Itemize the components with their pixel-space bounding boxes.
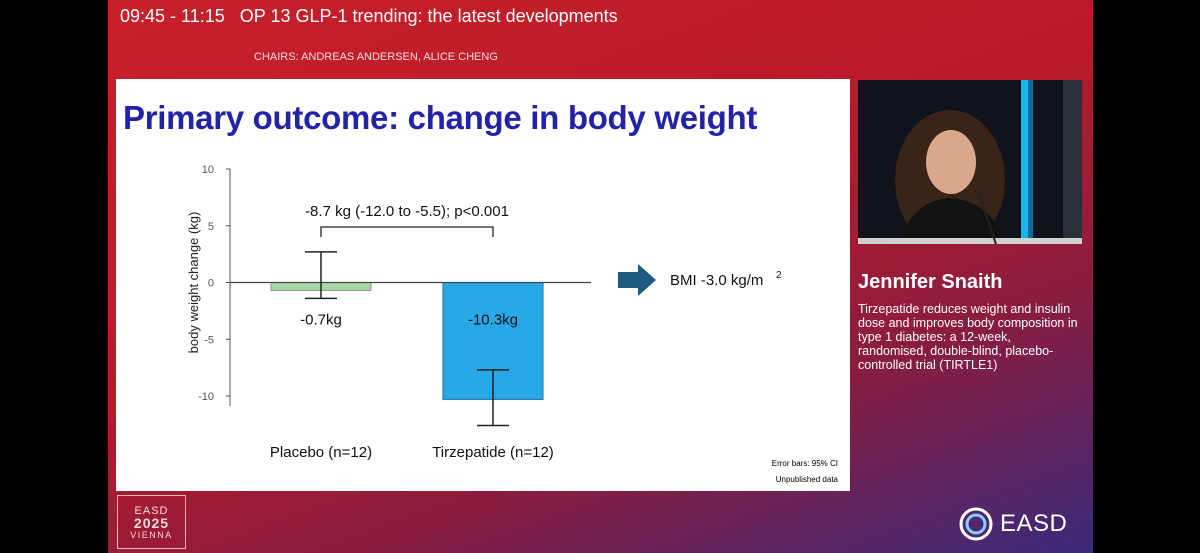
logo-left-top: EASD	[134, 505, 169, 517]
y-tick-label: -5	[204, 334, 214, 346]
easd-2025-vienna-logo: EASD 2025 VIENNA	[117, 495, 186, 549]
speaker-video	[858, 80, 1082, 244]
footnote-error-bars: Error bars: 95% CI	[771, 459, 838, 468]
bmi-unit-superscript: 2	[776, 270, 782, 281]
bmi-change-label: BMI -3.0 kg/m	[670, 272, 763, 289]
logo-left-year: 2025	[133, 515, 170, 531]
right-arrow-icon	[618, 264, 656, 296]
y-tick-label: 0	[208, 278, 214, 290]
value-label-tirzepatide: -10.3kg	[468, 312, 518, 329]
y-tick-label: -10	[198, 391, 214, 403]
y-tick-label: 5	[208, 221, 214, 233]
y-axis-label: body weight change (kg)	[186, 212, 201, 354]
session-time: 09:45 - 11:15	[120, 6, 225, 26]
category-label-tirzepatide: Tirzepatide (n=12)	[432, 444, 554, 461]
logo-left-city: VIENNA	[130, 530, 173, 540]
value-label-placebo: -0.7kg	[300, 312, 342, 329]
presentation-stage: 09:45 - 11:15 OP 13 GLP-1 trending: the …	[108, 0, 1093, 553]
bar-chart: 10 5 0 -5 -10 body weight change (kg) -0.7kg -1…	[186, 164, 782, 461]
easd-ring-icon	[959, 507, 993, 541]
session-name: OP 13 GLP-1 trending: the latest develop…	[239, 6, 618, 26]
speaker-name: Jennifer Snaith	[858, 271, 1003, 293]
slide: Primary outcome: change in body weight 1…	[116, 79, 850, 491]
y-tick-label: 10	[202, 164, 214, 176]
speaker-video-image	[858, 80, 1082, 244]
slide-title: Primary outcome: change in body weight	[123, 99, 758, 136]
talk-title: Tirzepatide reduces weight and insulin d…	[858, 302, 1078, 372]
comparison-label: -8.7 kg (-12.0 to -5.5); p<0.001	[305, 203, 509, 220]
footnote-unpublished: Unpublished data	[775, 475, 838, 484]
session-chairs: CHAIRS: ANDREAS ANDERSEN, ALICE CHENG	[254, 51, 498, 63]
easd-logo-text: EASD	[1000, 510, 1068, 537]
session-title: 09:45 - 11:15 OP 13 GLP-1 trending: the …	[120, 6, 618, 27]
comparison-bracket	[320, 226, 494, 237]
easd-logo: EASD	[958, 506, 1067, 542]
category-label-placebo: Placebo (n=12)	[270, 444, 372, 461]
